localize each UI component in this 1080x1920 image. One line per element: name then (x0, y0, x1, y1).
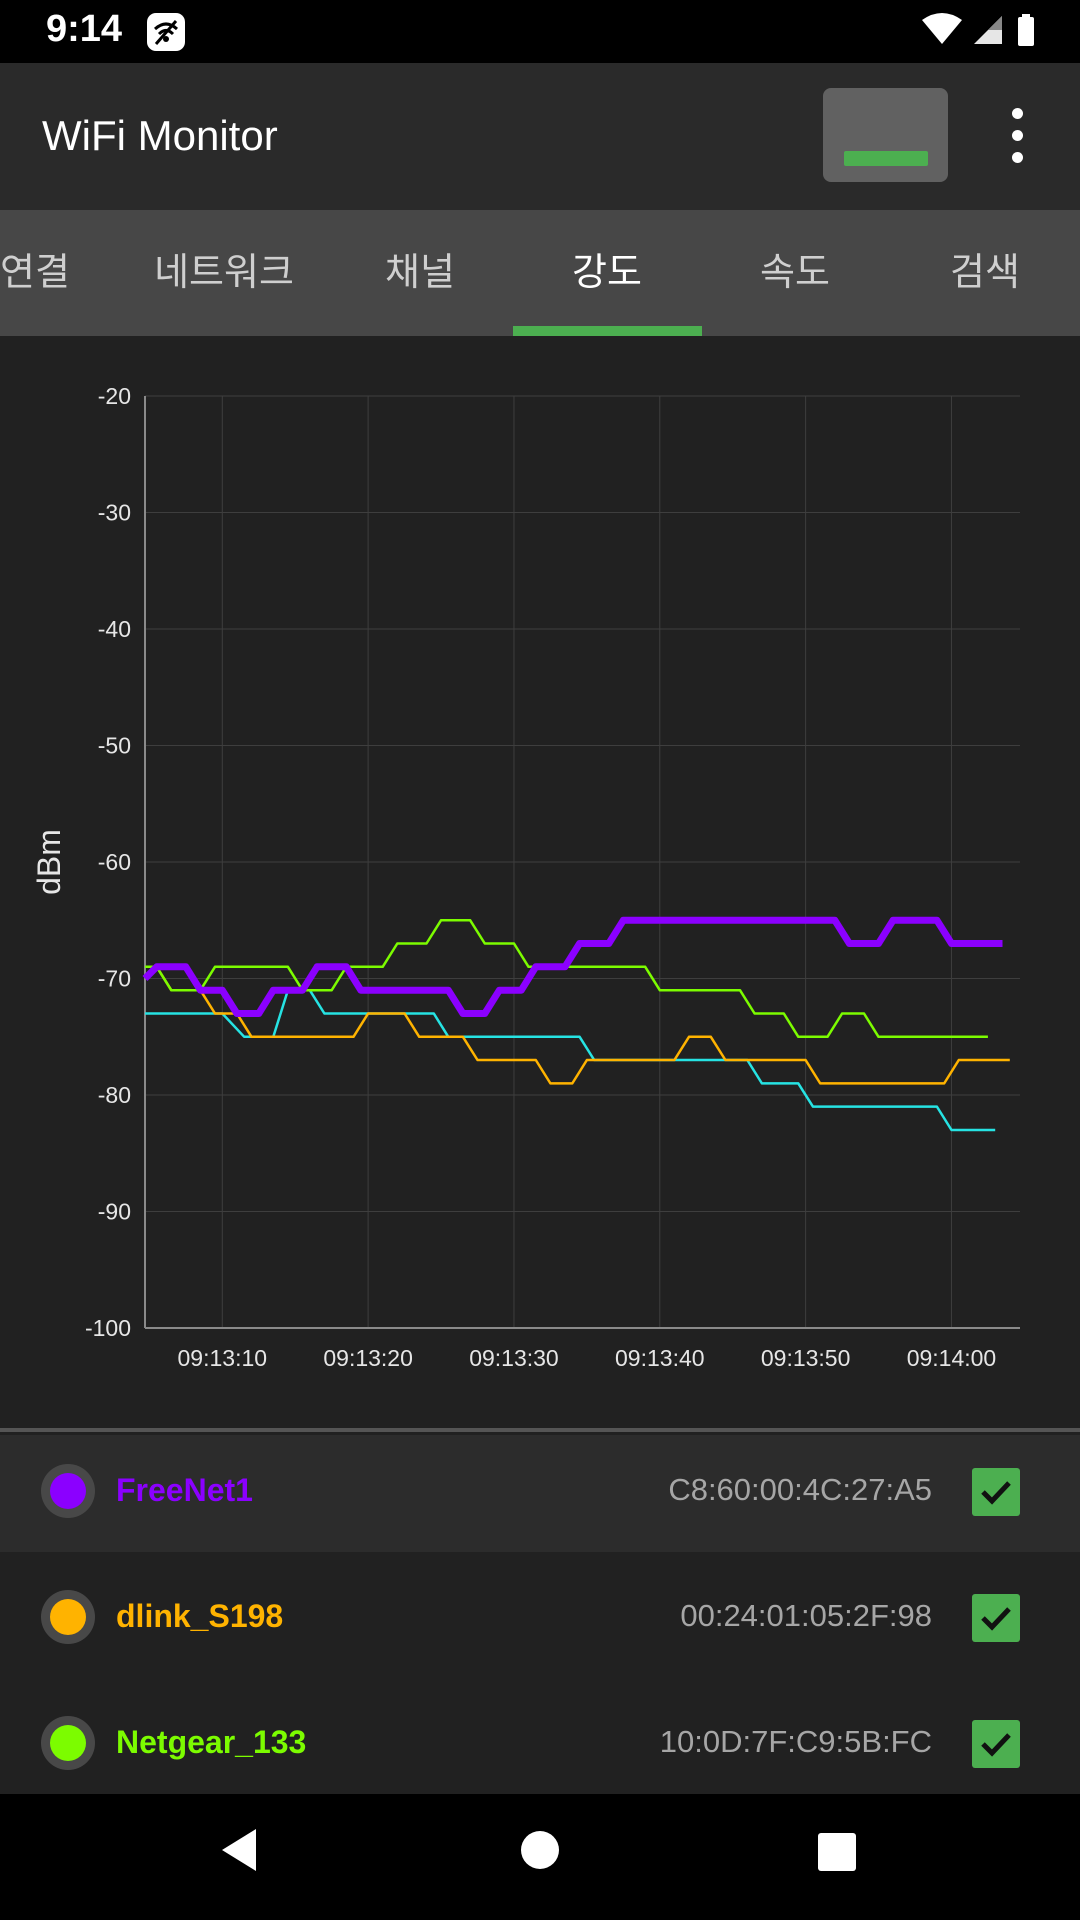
series-line-freenet1 (142, 916, 1003, 1017)
color-swatch-ring (41, 1716, 95, 1770)
signal-strength-chart: -20 -30 -40 -50 -60 -70 -80 -90 -100 09:13:10 09:1… (0, 336, 1080, 1430)
series-line-dlink_s198 (145, 965, 1010, 1085)
visibility-checkbox[interactable] (972, 1468, 1020, 1516)
x-tick-label: 09:13:20 (323, 1345, 413, 1371)
tab-label: 채널 (385, 252, 455, 294)
signal-strength-icon (844, 151, 928, 166)
active-tab-indicator (513, 326, 702, 336)
y-tick-label: -20 (98, 383, 131, 409)
network-ssid: FreeNet1 (116, 1472, 253, 1508)
navigation-bar (0, 1794, 1080, 1920)
x-tick-label: 09:14:00 (907, 1345, 997, 1371)
x-tick-label: 09:13:30 (469, 1345, 559, 1371)
visibility-checkbox[interactable] (972, 1594, 1020, 1642)
chart-svg: -20 -30 -40 -50 -60 -70 -80 -90 -100 09:13:10 09:1… (31, 383, 1020, 1371)
tab-label: 연결 (0, 252, 70, 294)
tab-speed[interactable]: 속도 (745, 210, 845, 336)
color-swatch (50, 1599, 86, 1635)
color-swatch-ring (41, 1464, 95, 1518)
visibility-checkbox[interactable] (972, 1720, 1020, 1768)
tab-search[interactable]: 검색 (935, 210, 1035, 336)
network-ssid: dlink_S198 (116, 1598, 284, 1634)
network-row-freenet1[interactable]: FreeNet1 C8:60:00:4C:27:A5 (0, 1435, 1080, 1552)
color-swatch (50, 1725, 86, 1761)
tab-strength[interactable]: 강도 (557, 210, 657, 336)
status-time: 9:14 (46, 8, 123, 50)
tab-label: 네트워크 (154, 252, 294, 294)
y-tick-label: -90 (98, 1199, 131, 1225)
network-bssid: 00:24:01:05:2F:98 (680, 1598, 932, 1633)
y-tick-label: -40 (98, 616, 131, 642)
tab-network[interactable]: 네트워크 (149, 210, 299, 336)
network-list: FreeNet1 C8:60:00:4C:27:A5 dlink_S198 00… (0, 1432, 1080, 1794)
tab-label: 검색 (950, 252, 1020, 294)
back-icon[interactable] (216, 1825, 260, 1880)
color-swatch-ring (41, 1590, 95, 1644)
y-tick-label: -50 (98, 733, 131, 759)
cell-signal-icon (974, 16, 1002, 44)
y-tick-label: -30 (98, 500, 131, 526)
series-line-netgear_133 (145, 919, 988, 1039)
series-line-cyan (145, 988, 996, 1132)
y-tick-label: -100 (85, 1315, 131, 1341)
network-bssid: 10:0D:7F:C9:5B:FC (659, 1724, 932, 1759)
network-bssid: C8:60:00:4C:27:A5 (668, 1472, 932, 1507)
menu-dot (1012, 108, 1023, 119)
wifi-signal-icon (922, 13, 962, 44)
network-row-dlink[interactable]: dlink_S198 00:24:01:05:2F:98 (0, 1561, 1080, 1678)
more-vert-icon[interactable] (995, 108, 1041, 164)
wifi-monitor-notification-icon (147, 13, 185, 51)
x-tick-label: 09:13:10 (178, 1345, 268, 1371)
y-tick-label: -60 (98, 849, 131, 875)
color-swatch (50, 1473, 86, 1509)
battery-icon (1018, 14, 1034, 46)
recents-icon[interactable] (817, 1832, 857, 1877)
divider (0, 1428, 1080, 1432)
tab-bar: 연결 네트워크 채널 강도 속도 검색 (0, 210, 1080, 336)
network-ssid: Netgear_133 (116, 1724, 307, 1760)
y-tick-label: -70 (98, 966, 131, 992)
status-bar: 9:14 (0, 0, 1080, 63)
app-bar: WiFi Monitor (0, 63, 1080, 210)
check-icon (981, 1607, 1011, 1631)
tab-channel[interactable]: 채널 (370, 210, 470, 336)
x-tick-label: 09:13:50 (761, 1345, 851, 1371)
home-icon[interactable] (520, 1830, 560, 1875)
tab-connection[interactable]: 연결 (0, 210, 81, 336)
check-icon (981, 1733, 1011, 1757)
network-row-netgear[interactable]: Netgear_133 10:0D:7F:C9:5B:FC (0, 1687, 1080, 1804)
tab-label: 속도 (760, 252, 830, 294)
app-title: WiFi Monitor (42, 112, 278, 159)
signal-strength-button[interactable] (823, 88, 948, 182)
y-axis-label: dBm (31, 829, 67, 895)
menu-dot (1012, 130, 1023, 141)
status-icons (922, 12, 1042, 52)
tab-label: 강도 (572, 252, 642, 294)
check-icon (981, 1481, 1011, 1505)
y-tick-label: -80 (98, 1082, 131, 1108)
x-tick-label: 09:13:40 (615, 1345, 705, 1371)
menu-dot (1012, 152, 1023, 163)
